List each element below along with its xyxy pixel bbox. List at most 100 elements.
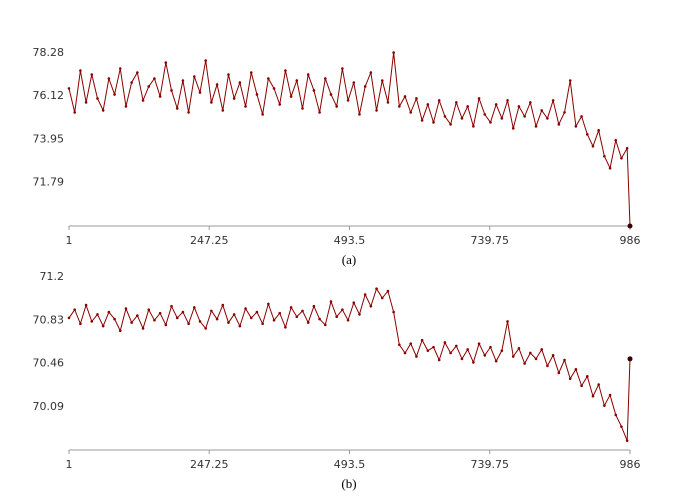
data-point [580, 115, 583, 118]
data-point [289, 95, 293, 98]
data-point [449, 351, 452, 355]
x-tick-label: 986 [620, 234, 641, 247]
data-point [227, 73, 230, 76]
data-point [620, 156, 623, 160]
data-point [426, 103, 430, 106]
data-point [261, 113, 264, 116]
data-point [517, 105, 521, 108]
data-point [380, 296, 384, 300]
data-point [574, 125, 578, 128]
data-point [130, 321, 133, 324]
data-point [181, 79, 185, 82]
data-point [221, 303, 225, 307]
data-point [130, 81, 133, 84]
data-point [341, 67, 344, 70]
data-point [454, 344, 458, 348]
data-point [221, 109, 225, 112]
data-point [267, 77, 270, 80]
data-point [215, 83, 219, 86]
x-tick-label: 493.5 [334, 234, 366, 247]
data-point [363, 85, 367, 88]
data-point [107, 310, 111, 314]
data-point [141, 327, 145, 330]
data-point [181, 310, 185, 314]
data-point [164, 323, 168, 327]
data-point [603, 404, 606, 407]
data-point [585, 375, 589, 378]
data-point [141, 99, 145, 102]
x-tick-label: 739.75 [471, 458, 510, 471]
x-tick-label: 493.5 [334, 458, 366, 471]
data-point [432, 121, 435, 124]
data-point [506, 99, 509, 102]
data-point [386, 101, 390, 104]
data-point [608, 393, 612, 397]
data-point [318, 111, 321, 114]
data-point [289, 306, 293, 309]
data-point [113, 317, 116, 321]
x-tick-label: 986 [620, 458, 641, 471]
data-point [546, 117, 549, 120]
data-point [249, 316, 253, 320]
caption: (b) [341, 476, 356, 491]
data-point [437, 358, 441, 362]
data-point [506, 320, 509, 323]
data-point [124, 105, 128, 108]
data-point [489, 345, 492, 349]
data-point [398, 343, 401, 347]
data-point [477, 97, 481, 100]
data-point [477, 342, 481, 345]
data-point [398, 105, 401, 108]
data-point [540, 109, 544, 112]
data-point [312, 89, 316, 92]
data-point [170, 89, 173, 92]
data-point [472, 125, 475, 128]
data-point [329, 93, 333, 96]
data-point [415, 355, 418, 358]
y-tick-label: 70.09 [33, 400, 65, 413]
data-point [118, 67, 122, 70]
x-tick-label: 1 [66, 234, 73, 247]
data-point [136, 314, 139, 317]
data-point [625, 146, 629, 150]
data-point [511, 127, 515, 130]
data-point [192, 306, 196, 309]
data-point [79, 69, 82, 72]
data-point [494, 103, 498, 106]
data-point [84, 303, 88, 307]
data-point [113, 93, 116, 96]
data-point [346, 99, 350, 102]
data-point [158, 95, 162, 98]
x-tick-label: 247.25 [190, 234, 229, 247]
data-point [443, 115, 447, 118]
data-point [301, 107, 304, 110]
y-tick-label: 70.83 [33, 313, 65, 326]
data-point [591, 394, 595, 398]
data-point [352, 301, 356, 305]
data-point [198, 320, 202, 323]
data-point [335, 105, 338, 108]
data-point [249, 71, 253, 74]
data-point [323, 77, 327, 80]
data-point [627, 356, 633, 362]
data-point [574, 368, 578, 371]
data-point [210, 309, 213, 313]
data-point [603, 154, 606, 158]
data-point [483, 354, 487, 357]
data-point [358, 313, 361, 316]
data-point [73, 111, 76, 114]
data-point [346, 318, 350, 322]
data-point [529, 101, 532, 104]
data-point [124, 307, 128, 310]
data-point [192, 75, 196, 78]
data-point [147, 85, 151, 88]
data-point [73, 308, 76, 312]
data-point [625, 439, 629, 442]
data-point [101, 109, 105, 112]
data-point [101, 324, 105, 328]
x-tick-label: 247.25 [190, 458, 229, 471]
data-point [557, 371, 561, 375]
y-tick-label: 71.2 [40, 270, 65, 283]
data-point [272, 87, 276, 90]
